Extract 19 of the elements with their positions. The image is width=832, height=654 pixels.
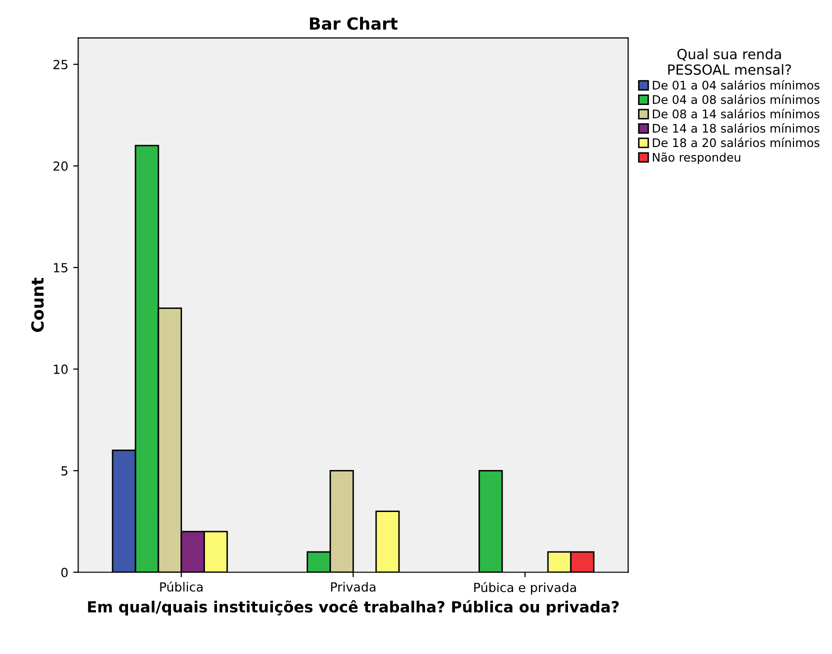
y-tick-label: 5	[62, 466, 68, 476]
x-axis-title: Em qual/quais instituições você trabalha? Pública ou privada?	[88, 600, 619, 616]
legend-label: De 04 a 08 salários mínimos	[652, 94, 820, 104]
legend-label: De 14 a 18 salários mínimos	[652, 123, 820, 133]
legend-label: De 18 a 20 salários mínimos	[652, 138, 820, 148]
x-tick-label: Púbica e privada	[474, 582, 576, 595]
x-tick-label: Pública	[160, 581, 203, 592]
y-tick-label: 10	[54, 364, 68, 374]
y-axis-title: Count	[31, 278, 44, 332]
legend-label: De 01 a 04 salários mínimos	[652, 80, 820, 90]
y-tick-label: 15	[54, 263, 68, 272]
legend-title: Qual sua renda PESSOAL mensal?	[668, 48, 791, 75]
legend-label: De 08 a 14 salários mínimos	[652, 108, 820, 118]
chart-title: Bar Chart	[310, 16, 398, 30]
y-tick-label: 0	[61, 568, 68, 578]
y-tick-label: 25	[53, 60, 68, 70]
x-tick-label: Privada	[331, 582, 376, 592]
y-tick-label: 20	[53, 161, 68, 171]
legend-label: Não respondeu	[652, 152, 740, 164]
